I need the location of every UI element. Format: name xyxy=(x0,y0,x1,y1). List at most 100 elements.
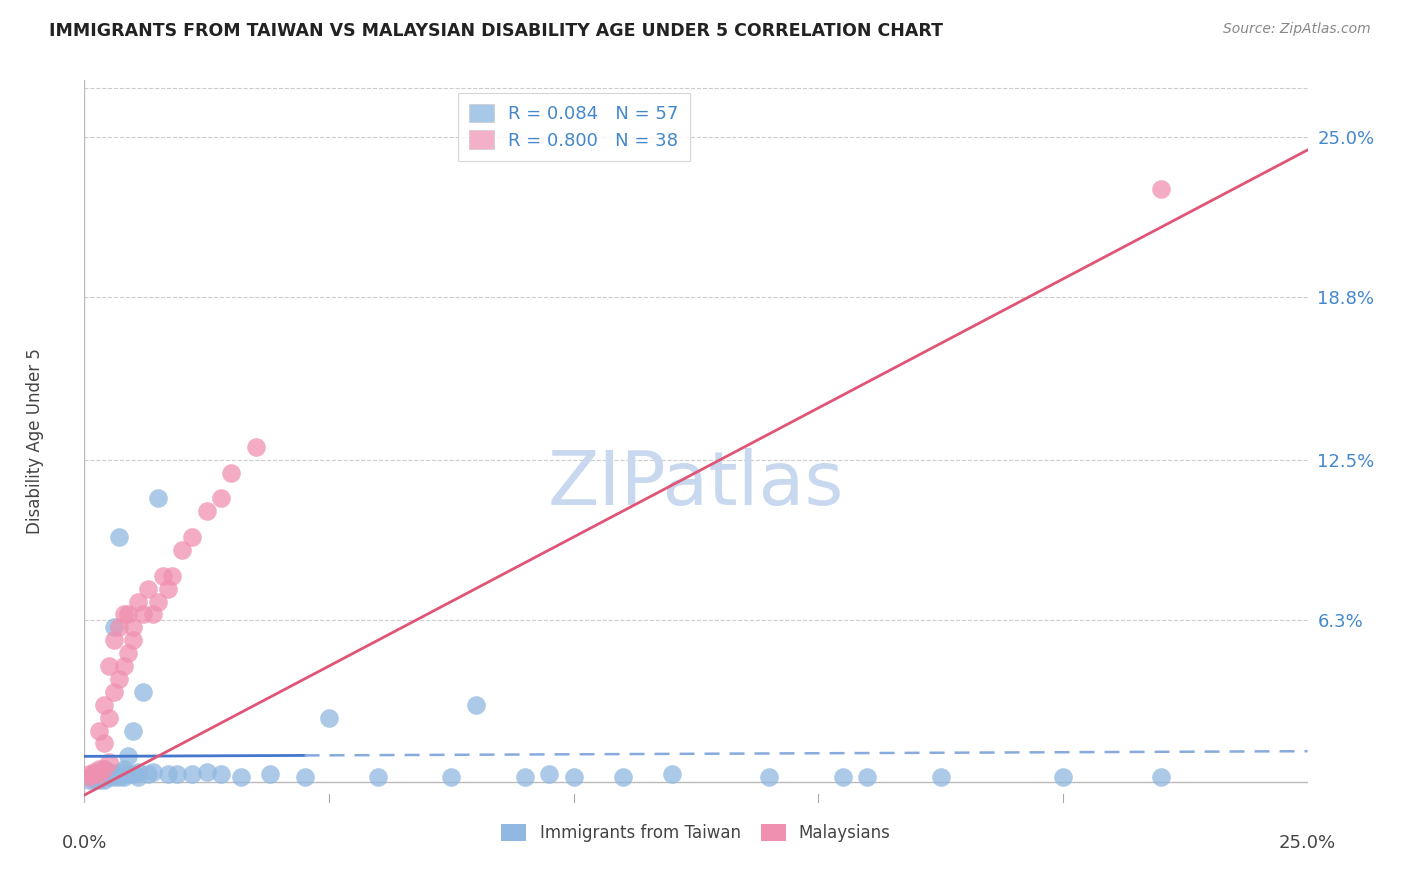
Point xyxy=(93,762,115,776)
Point xyxy=(83,770,105,784)
Point xyxy=(97,711,120,725)
Point xyxy=(612,770,634,784)
Point xyxy=(112,659,135,673)
Point xyxy=(87,772,110,787)
Point xyxy=(142,607,165,622)
Point xyxy=(259,767,281,781)
Point xyxy=(87,723,110,738)
Point xyxy=(83,767,105,781)
Point xyxy=(103,770,125,784)
Point xyxy=(156,582,179,596)
Point xyxy=(93,762,115,776)
Point xyxy=(97,764,120,779)
Point xyxy=(83,767,105,781)
Point xyxy=(83,772,105,787)
Point xyxy=(318,711,340,725)
Text: IMMIGRANTS FROM TAIWAN VS MALAYSIAN DISABILITY AGE UNDER 5 CORRELATION CHART: IMMIGRANTS FROM TAIWAN VS MALAYSIAN DISA… xyxy=(49,22,943,40)
Legend: Immigrants from Taiwan, Malaysians: Immigrants from Taiwan, Malaysians xyxy=(495,817,897,848)
Point xyxy=(97,770,120,784)
Point xyxy=(1150,770,1173,784)
Point xyxy=(146,594,169,608)
Point xyxy=(538,767,561,781)
Point xyxy=(107,530,129,544)
Point xyxy=(122,767,145,781)
Point xyxy=(195,504,218,518)
Point xyxy=(136,767,159,781)
Text: Disability Age Under 5: Disability Age Under 5 xyxy=(27,349,45,534)
Point xyxy=(87,762,110,776)
Point xyxy=(181,530,204,544)
Text: 25.0%: 25.0% xyxy=(1279,834,1336,852)
Point xyxy=(112,770,135,784)
Point xyxy=(132,685,155,699)
Point xyxy=(93,698,115,712)
Point xyxy=(112,762,135,776)
Point xyxy=(77,767,100,781)
Point xyxy=(103,620,125,634)
Point xyxy=(87,764,110,779)
Point xyxy=(367,770,389,784)
Point xyxy=(294,770,316,784)
Point xyxy=(229,770,252,784)
Point xyxy=(112,607,135,622)
Point xyxy=(97,767,120,781)
Point xyxy=(107,672,129,686)
Point xyxy=(117,646,139,660)
Point xyxy=(929,770,952,784)
Text: 0.0%: 0.0% xyxy=(62,834,107,852)
Point xyxy=(77,772,100,787)
Point xyxy=(87,770,110,784)
Point xyxy=(107,620,129,634)
Point xyxy=(195,764,218,779)
Point xyxy=(93,736,115,750)
Point xyxy=(831,770,853,784)
Point xyxy=(97,659,120,673)
Point xyxy=(162,568,184,582)
Point xyxy=(146,491,169,506)
Point xyxy=(440,770,463,784)
Point xyxy=(209,767,232,781)
Point xyxy=(117,767,139,781)
Point xyxy=(142,764,165,779)
Point xyxy=(83,764,105,779)
Point xyxy=(97,755,120,769)
Point xyxy=(122,620,145,634)
Point xyxy=(103,685,125,699)
Point xyxy=(152,568,174,582)
Point xyxy=(562,770,585,784)
Point xyxy=(219,466,242,480)
Point xyxy=(122,633,145,648)
Point xyxy=(122,723,145,738)
Point xyxy=(1150,181,1173,195)
Point xyxy=(103,633,125,648)
Point xyxy=(77,770,100,784)
Point xyxy=(127,770,149,784)
Point xyxy=(132,607,155,622)
Text: Source: ZipAtlas.com: Source: ZipAtlas.com xyxy=(1223,22,1371,37)
Point xyxy=(93,770,115,784)
Point xyxy=(172,542,194,557)
Point xyxy=(209,491,232,506)
Point xyxy=(87,767,110,781)
Text: ZIPatlas: ZIPatlas xyxy=(548,449,844,522)
Point xyxy=(93,767,115,781)
Point xyxy=(856,770,879,784)
Point xyxy=(107,770,129,784)
Point xyxy=(93,772,115,787)
Point xyxy=(661,767,683,781)
Point xyxy=(1052,770,1074,784)
Point xyxy=(117,749,139,764)
Point xyxy=(513,770,536,784)
Point xyxy=(464,698,486,712)
Point xyxy=(127,594,149,608)
Point xyxy=(117,607,139,622)
Point xyxy=(77,770,100,784)
Point xyxy=(107,764,129,779)
Point xyxy=(103,767,125,781)
Point xyxy=(127,764,149,779)
Point xyxy=(245,440,267,454)
Point xyxy=(87,767,110,781)
Point xyxy=(758,770,780,784)
Point xyxy=(181,767,204,781)
Point xyxy=(166,767,188,781)
